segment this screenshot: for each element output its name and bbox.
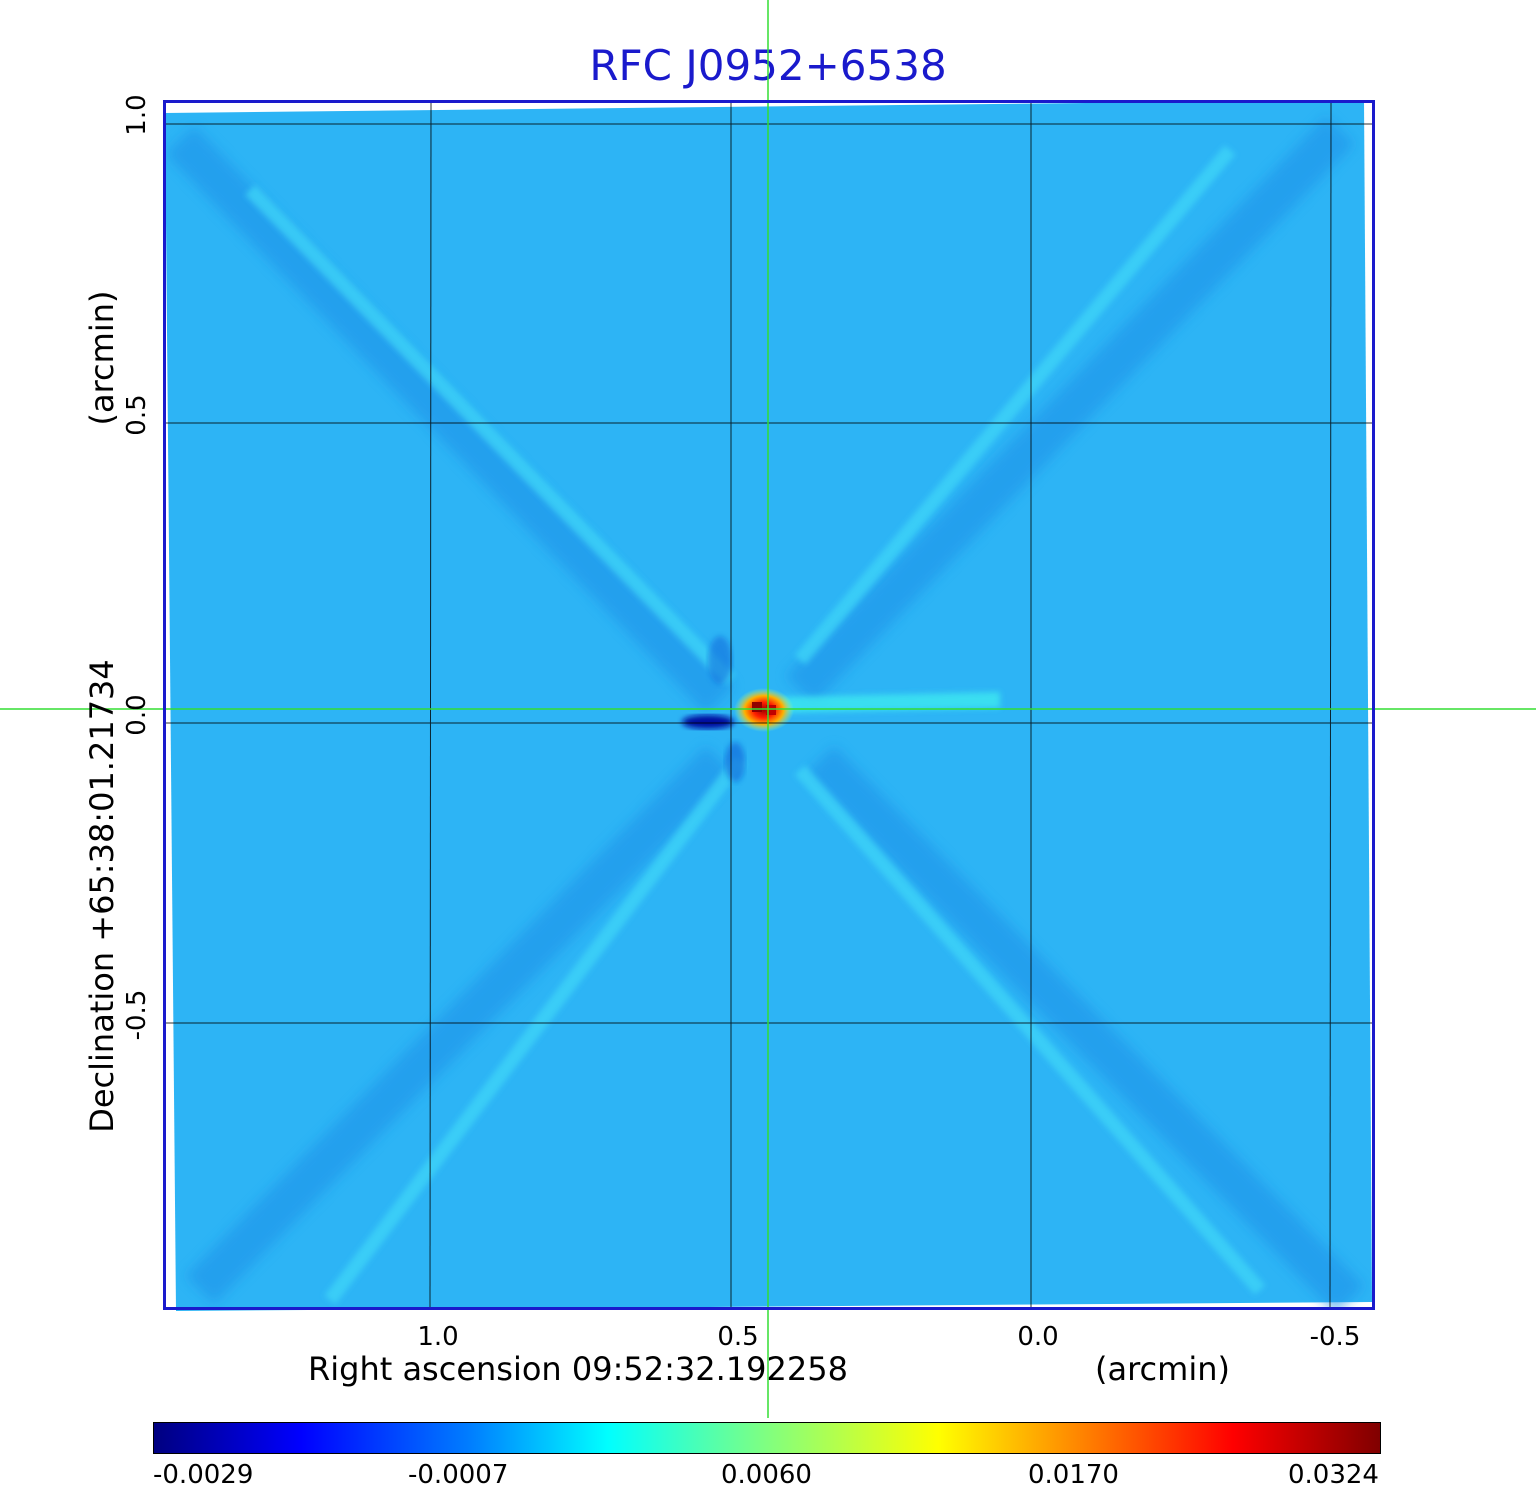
negative-artifact	[682, 715, 734, 729]
colorbar-tick-label: -0.0007	[408, 1460, 509, 1490]
colorbar	[153, 1422, 1381, 1454]
y-tick-label: 0.0	[122, 694, 152, 736]
x-axis-label: Right ascension 09:52:32.192258	[308, 1350, 848, 1388]
y-tick-label: 1.0	[122, 94, 152, 136]
x-tick-label: 0.5	[717, 1322, 759, 1352]
colorbar-tick-label: 0.0324	[1288, 1460, 1379, 1490]
y-axis-unit: (arcmin)	[83, 290, 121, 426]
x-tick-label: 0.0	[1017, 1322, 1059, 1352]
plot-frame	[163, 100, 1375, 1310]
x-tick-label: 1.0	[417, 1322, 459, 1352]
x-tick-label: -0.5	[1309, 1322, 1361, 1352]
y-axis-label: Declination +65:38:01.21734	[83, 659, 121, 1133]
y-tick-label: -0.5	[122, 989, 152, 1041]
crosshair	[0, 0, 1536, 1418]
y-tick-label: 0.5	[122, 394, 152, 436]
colorbar-tick-label: 0.0060	[721, 1460, 812, 1490]
source-core	[734, 688, 794, 732]
colorbar-tick-label: -0.0029	[153, 1460, 254, 1490]
colorbar-tick-label: 0.0170	[1028, 1460, 1119, 1490]
x-axis-unit: (arcmin)	[1095, 1350, 1230, 1388]
coordinate-grid	[166, 102, 1372, 1308]
